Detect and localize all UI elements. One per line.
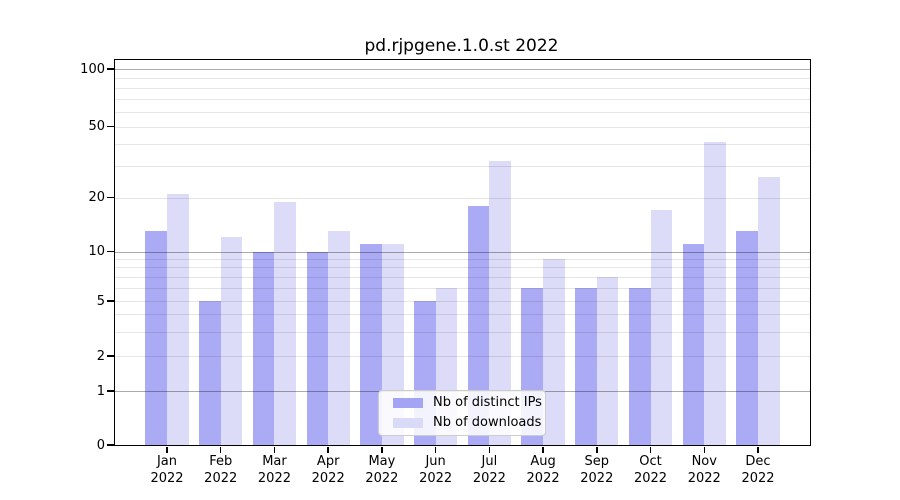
bar-distinct-ips — [575, 287, 597, 445]
x-tick-mark — [273, 447, 276, 453]
y-tick-mark — [107, 68, 114, 70]
y-tick-mark — [107, 444, 114, 446]
bar-downloads — [704, 142, 726, 445]
gridline-minor — [115, 126, 810, 128]
y-tick-mark — [107, 250, 114, 253]
bar-downloads — [543, 259, 565, 445]
y-tick-label: 10 — [88, 244, 105, 259]
gridline-minor — [115, 98, 810, 100]
bar-downloads — [596, 276, 619, 445]
bar-downloads — [650, 210, 673, 445]
bar-distinct-ips — [736, 231, 758, 445]
bar-distinct-ips — [628, 287, 651, 445]
y-tick-label: 0 — [96, 437, 105, 453]
legend-entry-downloads: Nb of downloads — [387, 415, 541, 431]
y-tick-label: 50 — [88, 119, 105, 135]
x-tick-mark — [327, 447, 329, 453]
legend-label-distinct-ips: Nb of distinct IPs — [433, 395, 542, 410]
gridline-minor — [115, 111, 810, 113]
bar-distinct-ips — [360, 244, 382, 445]
legend-entry-distinct-ips: Nb of distinct IPs — [387, 395, 542, 411]
bar-downloads — [757, 177, 780, 445]
bar-distinct-ips — [306, 251, 329, 445]
plot-area: 0 1 2 5 10 20 50 100 Jan 2022 Feb 2022 Mar 2022 Apr… — [80, 59, 811, 486]
y-tick-mark — [107, 196, 114, 199]
bar-downloads — [274, 201, 297, 445]
y-tick-mark — [107, 300, 114, 302]
y-tick-mark — [107, 390, 114, 392]
bar-downloads — [328, 231, 350, 445]
x-tick-label: Nov 2022 — [687, 454, 721, 486]
x-tick-mark — [703, 447, 706, 453]
x-tick-label: Aug 2022 — [526, 454, 560, 486]
x-tick-mark — [542, 447, 544, 453]
x-tick-label: Dec 2022 — [741, 454, 775, 486]
legend-swatch-downloads — [393, 418, 423, 428]
x-tick-mark — [488, 447, 491, 453]
x-tick-mark — [757, 447, 759, 453]
bar-distinct-ips — [252, 251, 275, 445]
bar-distinct-ips — [467, 205, 490, 445]
y-tick-mark — [107, 125, 114, 128]
legend-swatch-distinct-ips — [393, 398, 423, 408]
chart-title: pd.rjpgene.1.0.st 2022 — [364, 36, 559, 56]
y-tick-label: 2 — [96, 348, 105, 364]
gridline-major — [115, 69, 810, 70]
bar-distinct-ips — [145, 231, 167, 445]
bar-downloads — [220, 237, 243, 445]
x-tick-label: May 2022 — [365, 454, 399, 486]
y-tick-label: 5 — [96, 293, 105, 309]
y-tick-label: 20 — [88, 190, 105, 206]
legend: Nb of distinct IPs Nb of downloads — [378, 390, 546, 436]
y-tick-mark — [107, 355, 114, 357]
y-tick-label: 1 — [96, 383, 105, 399]
x-tick-label: Mar 2022 — [257, 454, 291, 486]
legend-label-downloads: Nb of downloads — [433, 415, 542, 430]
x-tick-mark — [166, 447, 168, 453]
x-tick-label: Apr 2022 — [311, 454, 345, 486]
x-tick-label: Jan 2022 — [150, 454, 184, 486]
bar-distinct-ips — [682, 244, 705, 445]
bar-downloads — [489, 161, 511, 445]
x-tick-mark — [219, 447, 222, 453]
x-tick-label: Sep 2022 — [580, 454, 614, 486]
bar-distinct-ips — [199, 301, 221, 445]
x-tick-label: Jun 2022 — [419, 454, 453, 486]
gridline-minor — [115, 87, 810, 89]
x-tick-label: Oct 2022 — [633, 454, 668, 486]
y-tick-label: 100 — [80, 61, 105, 77]
x-tick-mark — [649, 447, 652, 453]
bar-downloads — [167, 193, 189, 445]
x-tick-mark — [381, 447, 383, 453]
x-tick-mark — [434, 447, 437, 453]
gridline-minor — [115, 77, 810, 79]
x-tick-mark — [596, 447, 598, 453]
x-tick-label: Feb 2022 — [204, 454, 238, 486]
x-tick-label: Jul 2022 — [472, 454, 506, 486]
